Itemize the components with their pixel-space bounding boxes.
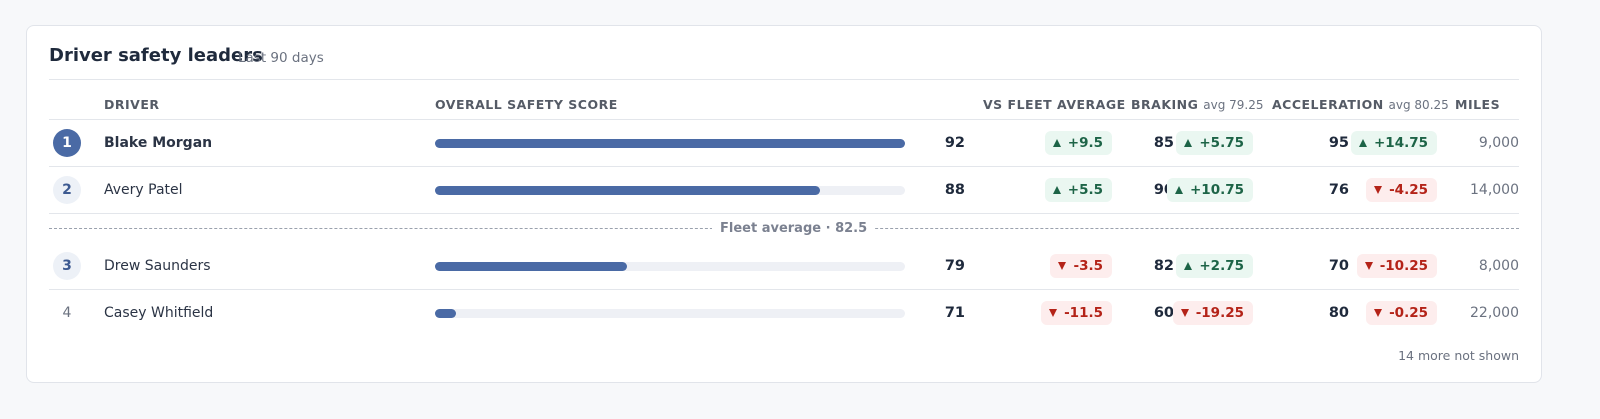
rank-badge: 2: [53, 176, 81, 204]
trend-icon: [1049, 309, 1058, 317]
braking-score: 60: [1153, 305, 1174, 321]
delta-value: +2.75: [1199, 258, 1244, 274]
divider: [49, 119, 1519, 120]
miles-value: 14,000: [1470, 182, 1519, 198]
delta-pill: -19.25: [1172, 301, 1253, 325]
delta-pill: +9.5: [1044, 131, 1112, 155]
delta-pill: -11.5: [1041, 301, 1112, 325]
delta-pill: -4.25: [1366, 178, 1437, 202]
rank-badge: 3: [53, 252, 81, 280]
trend-icon: [1374, 186, 1383, 194]
trend-icon: [1364, 262, 1373, 270]
delta-pill: +2.75: [1176, 254, 1253, 278]
column-header-avg: avg 80.25: [1388, 98, 1449, 112]
delta-pill: -0.25: [1366, 301, 1437, 325]
delta-pill: +10.75: [1166, 178, 1253, 202]
score-value: 92: [944, 135, 965, 151]
acceleration-score: 70: [1328, 258, 1349, 274]
divider: [49, 289, 1519, 290]
score-track: [435, 261, 905, 271]
subtitle: Last 90 days: [238, 50, 324, 66]
trend-icon: [1052, 186, 1061, 194]
acceleration-score: 76: [1328, 182, 1349, 198]
driver-name: Drew Saunders: [104, 258, 211, 274]
score-value: 71: [944, 305, 965, 321]
trend-icon: [1174, 186, 1183, 194]
score-bar: [435, 138, 905, 148]
delta-pill: -10.25: [1356, 254, 1437, 278]
acceleration-score: 80: [1328, 305, 1349, 321]
driver-name: Casey Whitfield: [104, 305, 214, 321]
delta-value: -4.25: [1389, 182, 1428, 198]
footer-note: 14 more not shown: [1398, 348, 1519, 363]
score-value: 88: [944, 182, 965, 198]
trend-icon: [1184, 139, 1193, 147]
score-bar: [435, 308, 457, 318]
column-header: BRAKING avg 79.25: [1131, 97, 1264, 112]
fleet-average-label: Fleet average · 82.5: [712, 221, 876, 236]
delta-value: +5.75: [1199, 135, 1244, 151]
delta-pill: +14.75: [1350, 131, 1437, 155]
delta-value: -3.5: [1073, 258, 1103, 274]
delta-value: +5.5: [1067, 182, 1103, 198]
delta-pill: -3.5: [1050, 254, 1112, 278]
trend-icon: [1358, 139, 1367, 147]
score-bar: [435, 185, 820, 195]
column-header: MILES: [1455, 97, 1501, 112]
delta-value: -19.25: [1195, 305, 1244, 321]
column-header-label: ACCELERATION: [1272, 97, 1384, 112]
rank-badge: 1: [53, 129, 81, 157]
braking-score: 82: [1153, 258, 1174, 274]
trend-icon: [1052, 139, 1061, 147]
miles-value: 22,000: [1470, 305, 1519, 321]
title: Driver safety leaders: [49, 45, 263, 66]
trend-icon: [1184, 262, 1193, 270]
column-header: ACCELERATION avg 80.25: [1272, 97, 1449, 112]
miles-value: 8,000: [1478, 258, 1519, 274]
delta-value: -11.5: [1064, 305, 1103, 321]
card: [26, 25, 1542, 383]
score-bar: [435, 261, 628, 271]
trend-icon: [1180, 309, 1189, 317]
delta-value: +14.75: [1373, 135, 1428, 151]
score-value: 79: [944, 258, 965, 274]
column-header-label: BRAKING: [1131, 97, 1199, 112]
delta-value: -0.25: [1389, 305, 1428, 321]
acceleration-score: 95: [1328, 135, 1349, 151]
rank-badge: 4: [62, 305, 72, 321]
braking-score: 90: [1153, 182, 1174, 198]
delta-value: +10.75: [1189, 182, 1244, 198]
delta-pill: +5.75: [1176, 131, 1253, 155]
delta-pill: +5.5: [1044, 178, 1112, 202]
delta-value: -10.25: [1379, 258, 1428, 274]
trend-icon: [1058, 262, 1067, 270]
divider: [49, 79, 1519, 80]
delta-value: +9.5: [1067, 135, 1103, 151]
driver-name: Avery Patel: [104, 182, 183, 198]
divider: [49, 213, 1519, 214]
column-header: VS FLEET AVERAGE: [983, 97, 1126, 112]
column-header: OVERALL SAFETY SCORE: [435, 97, 618, 112]
divider: [49, 166, 1519, 167]
miles-value: 9,000: [1478, 135, 1519, 151]
trend-icon: [1374, 309, 1383, 317]
braking-score: 85: [1153, 135, 1174, 151]
score-track: [435, 308, 905, 318]
column-header: DRIVER: [104, 97, 160, 112]
driver-name: Blake Morgan: [104, 135, 213, 151]
column-header-avg: avg 79.25: [1203, 98, 1264, 112]
